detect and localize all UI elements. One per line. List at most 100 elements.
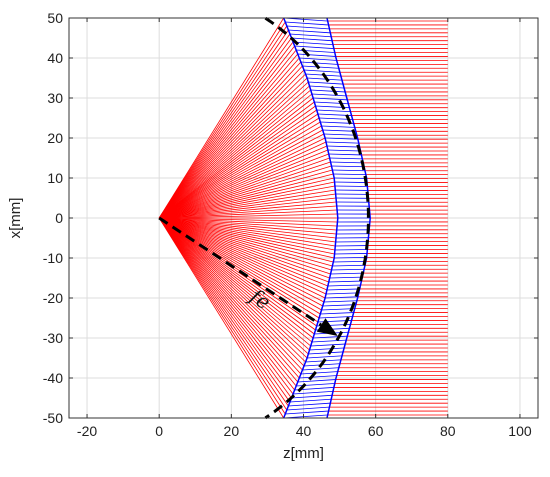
ray-lens-95 bbox=[291, 394, 332, 399]
x-tick-label: 80 bbox=[440, 423, 456, 439]
ray-source-74 bbox=[158, 217, 321, 315]
ray-lens-84 bbox=[308, 351, 343, 355]
ray-lens-2 bbox=[286, 25, 329, 30]
x-tick-label: 20 bbox=[224, 423, 240, 439]
ray-source-98 bbox=[158, 217, 288, 411]
ray-source-88 bbox=[158, 217, 303, 371]
ray-source-45 bbox=[159, 197, 337, 219]
ray-source-65 bbox=[159, 217, 330, 279]
ray-source-92 bbox=[158, 217, 297, 387]
y-tick-label: 10 bbox=[47, 170, 63, 186]
ray-lens-35 bbox=[329, 157, 363, 160]
ray-source-11 bbox=[158, 61, 302, 219]
ray-source-99 bbox=[158, 217, 286, 415]
ray-lens-88 bbox=[302, 367, 339, 371]
ray-lens-19 bbox=[311, 93, 346, 97]
ray-lens-82 bbox=[310, 343, 345, 347]
ray-lens-17 bbox=[309, 85, 344, 89]
ray-source-61 bbox=[159, 217, 334, 263]
ray-lens-72 bbox=[322, 304, 356, 307]
y-tick-label: 40 bbox=[47, 50, 63, 66]
ray-source-15 bbox=[158, 77, 308, 219]
ray-source-70 bbox=[159, 217, 326, 299]
ray-source-57 bbox=[159, 217, 336, 247]
ray-lens-89 bbox=[300, 371, 338, 375]
ray-lens-90 bbox=[299, 375, 336, 379]
ray-source-23 bbox=[158, 109, 317, 219]
ray-lens-23 bbox=[316, 109, 351, 113]
ray-source-33 bbox=[159, 149, 329, 219]
ray-lens-32 bbox=[326, 145, 360, 148]
ray-source-25 bbox=[158, 117, 320, 219]
ray-source-68 bbox=[159, 217, 328, 291]
ray-source-8 bbox=[158, 49, 297, 219]
ray-lens-13 bbox=[303, 69, 340, 73]
ray-source-75 bbox=[158, 217, 320, 319]
ray-source-43 bbox=[159, 189, 336, 219]
ray-lens-70 bbox=[325, 296, 358, 299]
y-tick-label: 50 bbox=[47, 10, 63, 26]
ray-lens-67 bbox=[327, 284, 361, 287]
ray-lens-73 bbox=[321, 308, 355, 311]
ray-source-97 bbox=[158, 217, 289, 407]
x-tick-label: -20 bbox=[77, 423, 97, 439]
ray-source-17 bbox=[158, 85, 310, 219]
ray-source-24 bbox=[158, 113, 319, 219]
ray-lens-96 bbox=[289, 398, 331, 403]
ray-source-91 bbox=[158, 217, 299, 383]
ray-lens-66 bbox=[328, 280, 362, 283]
ray-source-48 bbox=[159, 209, 338, 219]
tick-labels: -20 0 20 40 60 80 100 -50 -40 -30 -20 -10 0 10 20 30 40 5… bbox=[43, 10, 532, 439]
ray-source-71 bbox=[159, 217, 325, 303]
ray-lens-62 bbox=[332, 264, 365, 267]
ray-source-52 bbox=[159, 217, 338, 227]
ray-source-32 bbox=[159, 145, 328, 219]
ray-lens-12 bbox=[302, 65, 339, 69]
ray-lens-20 bbox=[313, 97, 347, 101]
ray-source-40 bbox=[159, 177, 335, 219]
focal-arc-dashed bbox=[264, 16, 370, 420]
ray-source-19 bbox=[158, 93, 313, 219]
ray-source-2 bbox=[158, 25, 288, 219]
ray-lens-26 bbox=[320, 121, 354, 124]
ray-lens-97 bbox=[288, 402, 330, 407]
ray-source-27 bbox=[158, 125, 322, 219]
ray-lens-91 bbox=[297, 379, 336, 383]
ray-source-60 bbox=[159, 217, 335, 259]
ray-source-16 bbox=[158, 81, 309, 219]
ray-source-87 bbox=[158, 217, 305, 367]
ray-source-21 bbox=[158, 101, 315, 219]
ray-lens-27 bbox=[321, 125, 355, 128]
annotations bbox=[158, 16, 370, 420]
ray-source-55 bbox=[159, 217, 337, 239]
ray-source-73 bbox=[158, 217, 322, 311]
ray-source-80 bbox=[158, 217, 314, 339]
ray-source-93 bbox=[158, 217, 295, 391]
ray-lens-71 bbox=[323, 300, 357, 303]
ray-lens-37 bbox=[331, 165, 364, 168]
x-tick-label: 100 bbox=[508, 423, 532, 439]
ray-lens-6 bbox=[293, 41, 333, 46]
ray-source-67 bbox=[159, 217, 329, 287]
ray-lens-69 bbox=[326, 292, 359, 295]
ray-source-5 bbox=[158, 37, 292, 219]
ray-source-29 bbox=[159, 133, 325, 219]
ray-source-85 bbox=[158, 217, 308, 359]
ray-source-82 bbox=[158, 217, 311, 347]
ray-source-64 bbox=[159, 217, 331, 275]
focal-arrow-head bbox=[316, 318, 338, 336]
focal-arrow-shaft bbox=[158, 216, 322, 327]
ray-source-51 bbox=[159, 217, 338, 223]
ray-lens-75 bbox=[319, 316, 353, 319]
ray-source-54 bbox=[159, 217, 337, 235]
ray-source-81 bbox=[158, 217, 313, 343]
lens-outer-surface bbox=[326, 17, 371, 419]
x-tick-label: 0 bbox=[155, 423, 163, 439]
ray-source-63 bbox=[159, 217, 332, 271]
ray-source-86 bbox=[158, 217, 306, 363]
ray-lens-5 bbox=[291, 37, 332, 42]
ray-lens-94 bbox=[293, 390, 333, 395]
ray-lens-1 bbox=[285, 21, 328, 26]
x-tick-label: 60 bbox=[368, 423, 384, 439]
